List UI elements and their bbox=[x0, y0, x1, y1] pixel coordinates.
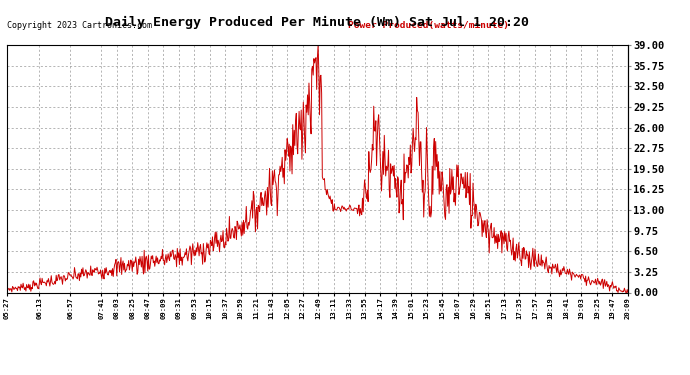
Text: Power Produced(watts/minute): Power Produced(watts/minute) bbox=[348, 21, 509, 30]
Title: Daily Energy Produced Per Minute (Wm) Sat Jul 1 20:20: Daily Energy Produced Per Minute (Wm) Sa… bbox=[106, 15, 529, 28]
Text: Copyright 2023 Cartronics.com: Copyright 2023 Cartronics.com bbox=[7, 21, 152, 30]
